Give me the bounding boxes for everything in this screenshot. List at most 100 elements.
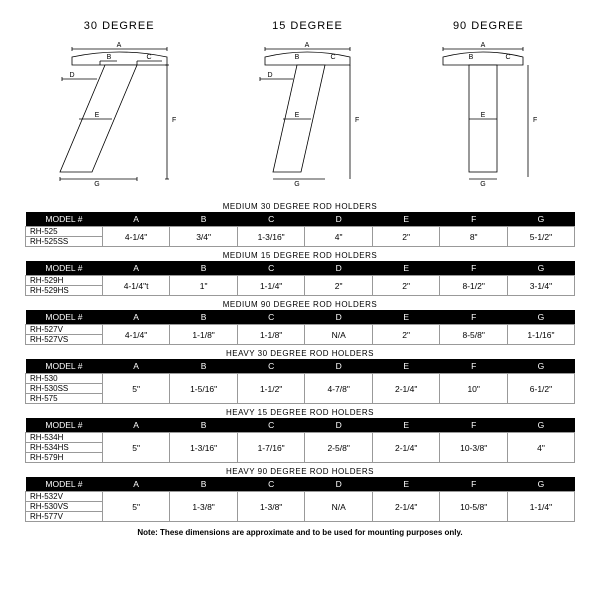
value-cell: 2-1/4": [372, 433, 440, 463]
value-cell: 5": [102, 374, 170, 404]
svg-text:E: E: [481, 112, 486, 119]
value-cell: N/A: [305, 492, 373, 522]
col-header: A: [102, 477, 170, 492]
value-cell: 1-1/4": [507, 492, 574, 522]
col-header: B: [170, 310, 238, 325]
col-header: A: [102, 418, 170, 433]
model-cell: RH-530: [26, 374, 103, 384]
col-header: D: [305, 212, 373, 227]
table-row: RH-534H5"1-3/16"1-7/16"2-5/8"2-1/4"10-3/…: [26, 433, 575, 443]
value-cell: 8-5/8": [440, 325, 508, 345]
value-cell: 1-3/16": [237, 227, 305, 247]
value-cell: 5-1/2": [507, 227, 574, 247]
value-cell: 1-1/2": [237, 374, 305, 404]
value-cell: 2": [372, 325, 440, 345]
model-cell: RH-527VS: [26, 335, 103, 345]
col-header: MODEL #: [26, 212, 103, 227]
value-cell: 1-7/16": [237, 433, 305, 463]
col-header: B: [170, 418, 238, 433]
col-header: A: [102, 310, 170, 325]
value-cell: 3/4": [170, 227, 238, 247]
svg-text:E: E: [94, 112, 99, 119]
value-cell: 4-1/4": [102, 325, 170, 345]
spec-table: MODEL #ABCDEFGRH-5254-1/4"3/4"1-3/16"4"2…: [25, 212, 575, 247]
col-header: E: [372, 310, 440, 325]
col-header: MODEL #: [26, 359, 103, 374]
diagram-title: 30 DEGREE: [37, 20, 202, 32]
col-header: D: [305, 418, 373, 433]
model-cell: RH-530VS: [26, 502, 103, 512]
section-title: HEAVY 15 DEGREE ROD HOLDERS: [25, 408, 575, 417]
value-cell: 4-7/8": [305, 374, 373, 404]
col-header: D: [305, 261, 373, 276]
value-cell: 10": [440, 374, 508, 404]
spec-table: MODEL #ABCDEFGRH-527V4-1/4"1-1/8"1-1/8"N…: [25, 310, 575, 345]
col-header: E: [372, 359, 440, 374]
table-section: HEAVY 90 DEGREE ROD HOLDERSMODEL #ABCDEF…: [25, 467, 575, 522]
value-cell: 1-3/8": [237, 492, 305, 522]
col-header: MODEL #: [26, 310, 103, 325]
svg-text:C: C: [146, 54, 151, 61]
model-cell: RH-534HS: [26, 443, 103, 453]
svg-text:F: F: [533, 117, 537, 124]
svg-text:C: C: [330, 54, 335, 61]
value-cell: 4-1/4"t: [102, 276, 170, 296]
spec-table: MODEL #ABCDEFGRH-5305"1-5/16"1-1/2"4-7/8…: [25, 359, 575, 404]
value-cell: 10-3/8": [440, 433, 508, 463]
col-header: E: [372, 418, 440, 433]
table-row: RH-5254-1/4"3/4"1-3/16"4"2"8"5-1/2": [26, 227, 575, 237]
diagram-30deg-svg: A B C D E F G: [37, 37, 202, 187]
table-section: HEAVY 30 DEGREE ROD HOLDERSMODEL #ABCDEF…: [25, 349, 575, 404]
svg-text:D: D: [267, 72, 272, 79]
col-header: F: [440, 212, 508, 227]
col-header: C: [237, 418, 305, 433]
value-cell: 1-5/16": [170, 374, 238, 404]
col-header: C: [237, 477, 305, 492]
value-cell: 4": [507, 433, 574, 463]
model-cell: RH-529H: [26, 276, 103, 286]
svg-text:G: G: [481, 181, 486, 187]
diagram-row: 30 DEGREE A B C D E F G 15 DEGREE A B C …: [25, 20, 575, 187]
svg-text:F: F: [172, 117, 176, 124]
svg-text:B: B: [469, 54, 474, 61]
col-header: A: [102, 359, 170, 374]
section-title: MEDIUM 90 DEGREE ROD HOLDERS: [25, 300, 575, 309]
svg-text:G: G: [94, 181, 99, 187]
svg-text:G: G: [294, 181, 299, 187]
table-section: MEDIUM 15 DEGREE ROD HOLDERSMODEL #ABCDE…: [25, 251, 575, 296]
col-header: D: [305, 477, 373, 492]
value-cell: 2-1/4": [372, 374, 440, 404]
col-header: A: [102, 212, 170, 227]
col-header: B: [170, 477, 238, 492]
spec-table: MODEL #ABCDEFGRH-529H4-1/4"t1"1-1/4"2"2"…: [25, 261, 575, 296]
value-cell: 1-3/16": [170, 433, 238, 463]
col-header: F: [440, 310, 508, 325]
section-title: MEDIUM 30 DEGREE ROD HOLDERS: [25, 202, 575, 211]
model-cell: RH-534H: [26, 433, 103, 443]
value-cell: 1-1/8": [170, 325, 238, 345]
col-header: B: [170, 212, 238, 227]
value-cell: 4": [305, 227, 373, 247]
model-cell: RH-527V: [26, 325, 103, 335]
value-cell: 10-5/8": [440, 492, 508, 522]
value-cell: 5": [102, 492, 170, 522]
col-header: E: [372, 261, 440, 276]
value-cell: 1-3/8": [170, 492, 238, 522]
col-header: G: [507, 310, 574, 325]
col-header: F: [440, 261, 508, 276]
col-header: G: [507, 359, 574, 374]
table-section: HEAVY 15 DEGREE ROD HOLDERSMODEL #ABCDEF…: [25, 408, 575, 463]
value-cell: 2-5/8": [305, 433, 373, 463]
col-header: D: [305, 359, 373, 374]
table-row: RH-532V5"1-3/8"1-3/8"N/A2-1/4"10-5/8"1-1…: [26, 492, 575, 502]
col-header: C: [237, 310, 305, 325]
value-cell: 1-1/8": [237, 325, 305, 345]
col-header: G: [507, 261, 574, 276]
col-header: D: [305, 310, 373, 325]
value-cell: 3-1/4": [507, 276, 574, 296]
table-section: MEDIUM 30 DEGREE ROD HOLDERSMODEL #ABCDE…: [25, 202, 575, 247]
svg-text:B: B: [295, 54, 300, 61]
diagram-30deg: 30 DEGREE A B C D E F G: [37, 20, 202, 187]
value-cell: 4-1/4": [102, 227, 170, 247]
table-row: RH-5305"1-5/16"1-1/2"4-7/8"2-1/4"10"6-1/…: [26, 374, 575, 384]
